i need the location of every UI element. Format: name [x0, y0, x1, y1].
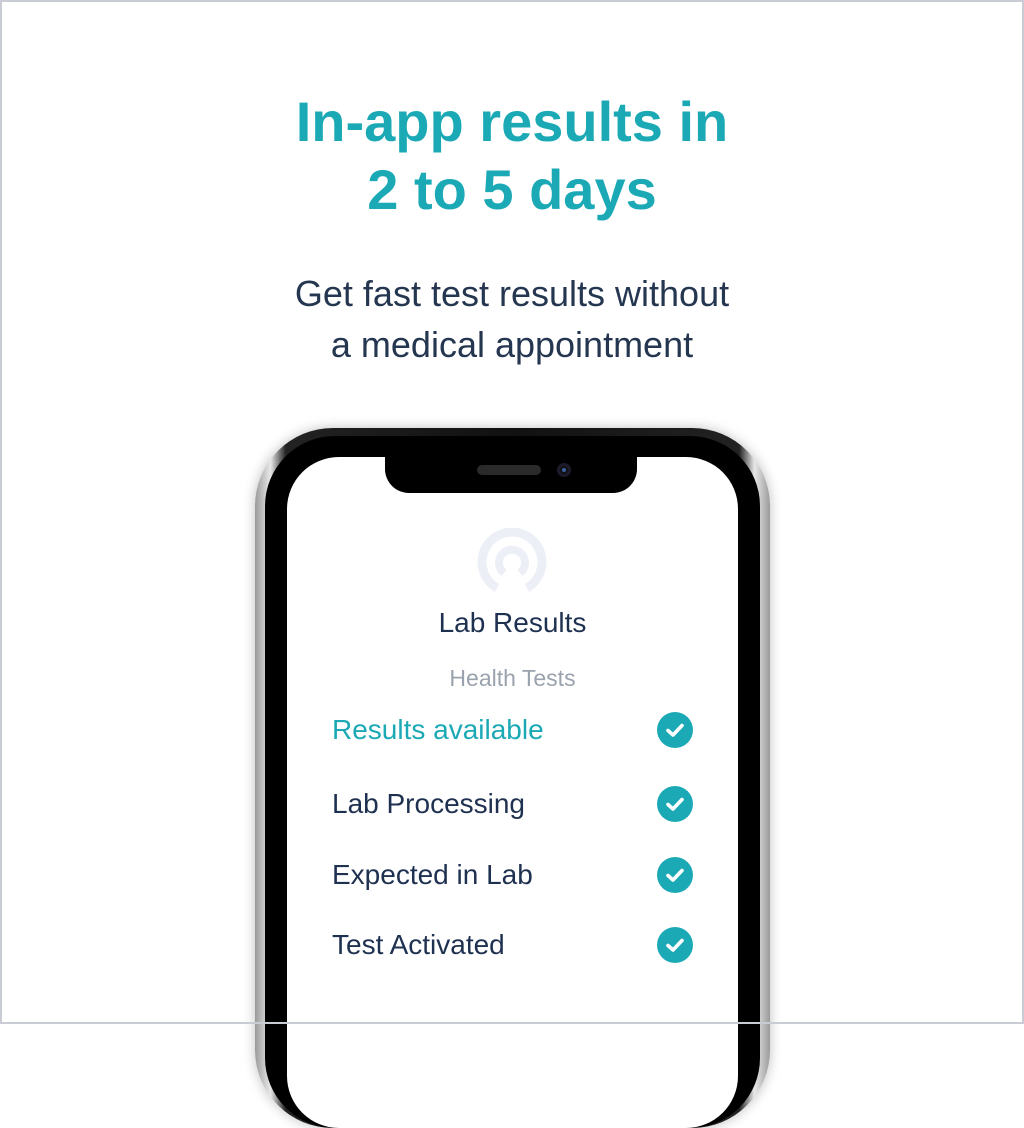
check-circle-icon [657, 786, 693, 822]
check-circle-icon [657, 927, 693, 963]
headline-line-2: 2 to 5 days [367, 158, 657, 221]
step-label: Expected in Lab [332, 859, 533, 890]
step-row-test-activated[interactable]: Test Activated [332, 925, 693, 965]
phone-notch [385, 457, 637, 493]
phone-mockup: Lab Results Health Tests Results availab… [255, 428, 770, 1128]
subheadline-line-2: a medical appointment [330, 324, 694, 365]
check-circle-icon [657, 857, 693, 893]
step-label: Test Activated [332, 929, 505, 960]
camera-icon [557, 463, 571, 477]
step-label: Results available [332, 714, 544, 745]
subheadline: Get fast test results without a medical … [0, 268, 1024, 370]
app-title: Lab Results [438, 607, 587, 638]
headline: In-app results in 2 to 5 days [0, 88, 1024, 224]
phone-bezel: Lab Results Health Tests Results availab… [265, 436, 760, 1128]
headline-line-1: In-app results in [295, 90, 729, 153]
check-circle-icon [657, 712, 693, 748]
speaker-icon [477, 465, 541, 475]
app-subtitle: Health Tests [449, 665, 576, 691]
step-label: Lab Processing [332, 788, 526, 819]
step-row-expected-in-lab[interactable]: Expected in Lab [332, 855, 693, 895]
subheadline-line-1: Get fast test results without [294, 273, 730, 314]
step-row-results-available[interactable]: Results available [332, 710, 693, 750]
phone-screen: Lab Results Health Tests Results availab… [287, 457, 738, 1128]
circle-arc-logo-icon [477, 528, 547, 592]
step-row-lab-processing[interactable]: Lab Processing [332, 784, 693, 824]
